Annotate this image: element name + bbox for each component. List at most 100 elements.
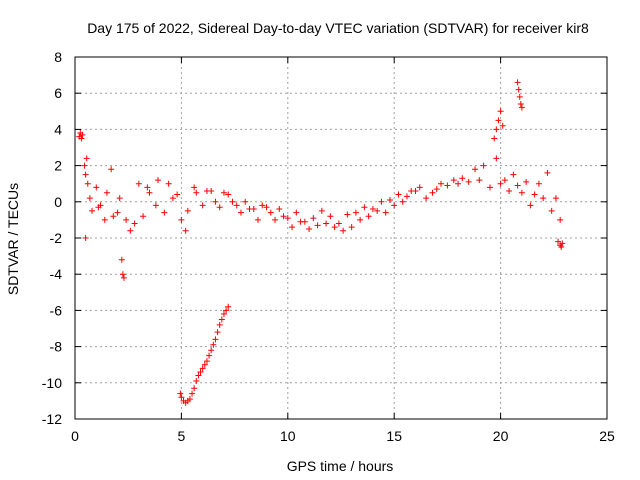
data-point [527, 202, 534, 209]
data-point [403, 193, 410, 200]
data-point [101, 216, 108, 223]
data-point [516, 93, 523, 100]
data-point [357, 216, 364, 223]
x-tick-label: 15 [386, 428, 402, 444]
data-point [267, 209, 274, 216]
data-point [499, 122, 506, 129]
x-tick-label: 5 [178, 428, 186, 444]
data-point [191, 385, 198, 392]
data-point [382, 209, 389, 216]
data-point [95, 204, 102, 211]
data-point [514, 182, 521, 189]
data-point [514, 79, 521, 86]
data-point [378, 198, 385, 205]
data-point [552, 195, 559, 202]
data-point [518, 189, 525, 196]
data-point [438, 180, 445, 187]
data-point [297, 218, 304, 225]
data-point [103, 189, 110, 196]
data-point [229, 198, 236, 205]
data-point [450, 177, 457, 184]
x-tick-label: 10 [280, 428, 296, 444]
data-point [472, 166, 479, 173]
data-point [306, 225, 313, 232]
series-sdtvar-low-arc [177, 303, 232, 406]
data-point [116, 195, 123, 202]
x-tick-label: 25 [599, 428, 615, 444]
data-point [108, 166, 115, 173]
data-point [557, 216, 564, 223]
data-point [433, 186, 440, 193]
data-point [493, 126, 500, 133]
data-point [93, 184, 100, 191]
data-point [558, 244, 565, 251]
data-point [395, 191, 402, 198]
data-point [510, 171, 517, 178]
data-point [223, 307, 230, 314]
data-point [135, 180, 142, 187]
data-point [348, 224, 355, 231]
data-point [186, 396, 193, 403]
data-point [323, 220, 330, 227]
y-tick-label: 0 [54, 194, 62, 210]
data-point [220, 311, 227, 318]
series-sdtvar-main-b [82, 155, 559, 234]
data-point [174, 191, 181, 198]
y-tick-label: -10 [42, 375, 62, 391]
x-axis-label: GPS time / hours [287, 458, 394, 474]
data-point [110, 213, 117, 220]
data-point [459, 175, 466, 182]
grid-layer [75, 57, 607, 419]
data-point [220, 189, 227, 196]
data-point [486, 184, 493, 191]
data-point [352, 209, 359, 216]
data-point [178, 216, 185, 223]
data-point [555, 238, 562, 245]
data-point [344, 211, 351, 218]
data-point [429, 189, 436, 196]
data-points-layer [76, 79, 566, 406]
series-sdtvar-isolated [76, 79, 566, 281]
data-point [272, 216, 279, 223]
y-tick-label: 2 [54, 158, 62, 174]
data-point [146, 189, 153, 196]
data-point [259, 202, 266, 209]
data-point [165, 180, 172, 187]
data-point [144, 184, 151, 191]
data-point [216, 204, 223, 211]
data-point [169, 195, 176, 202]
data-point [89, 207, 96, 214]
data-point [559, 240, 566, 247]
data-point [361, 204, 368, 211]
data-point [540, 195, 547, 202]
data-point [497, 108, 504, 115]
data-point [184, 207, 191, 214]
y-tick-label: 8 [54, 49, 62, 65]
data-point [206, 352, 213, 359]
data-point [314, 222, 321, 229]
data-point [214, 329, 221, 336]
data-point [335, 220, 342, 227]
data-point [455, 180, 462, 187]
data-point [193, 189, 200, 196]
data-point [416, 184, 423, 191]
data-point [535, 180, 542, 187]
data-point [82, 171, 89, 178]
data-point [237, 209, 244, 216]
data-point [201, 361, 208, 368]
y-tick-label: -6 [50, 302, 63, 318]
data-point [193, 377, 200, 384]
data-point [517, 101, 524, 108]
y-tick-label: -12 [42, 411, 62, 427]
data-point [84, 180, 91, 187]
data-point [544, 169, 551, 176]
data-point [310, 215, 317, 222]
data-point [331, 224, 338, 231]
data-point [208, 347, 215, 354]
data-point [501, 177, 508, 184]
data-point [365, 213, 372, 220]
y-tick-label: -2 [50, 230, 63, 246]
data-point [178, 394, 185, 401]
data-point [152, 202, 159, 209]
data-point [284, 215, 291, 222]
